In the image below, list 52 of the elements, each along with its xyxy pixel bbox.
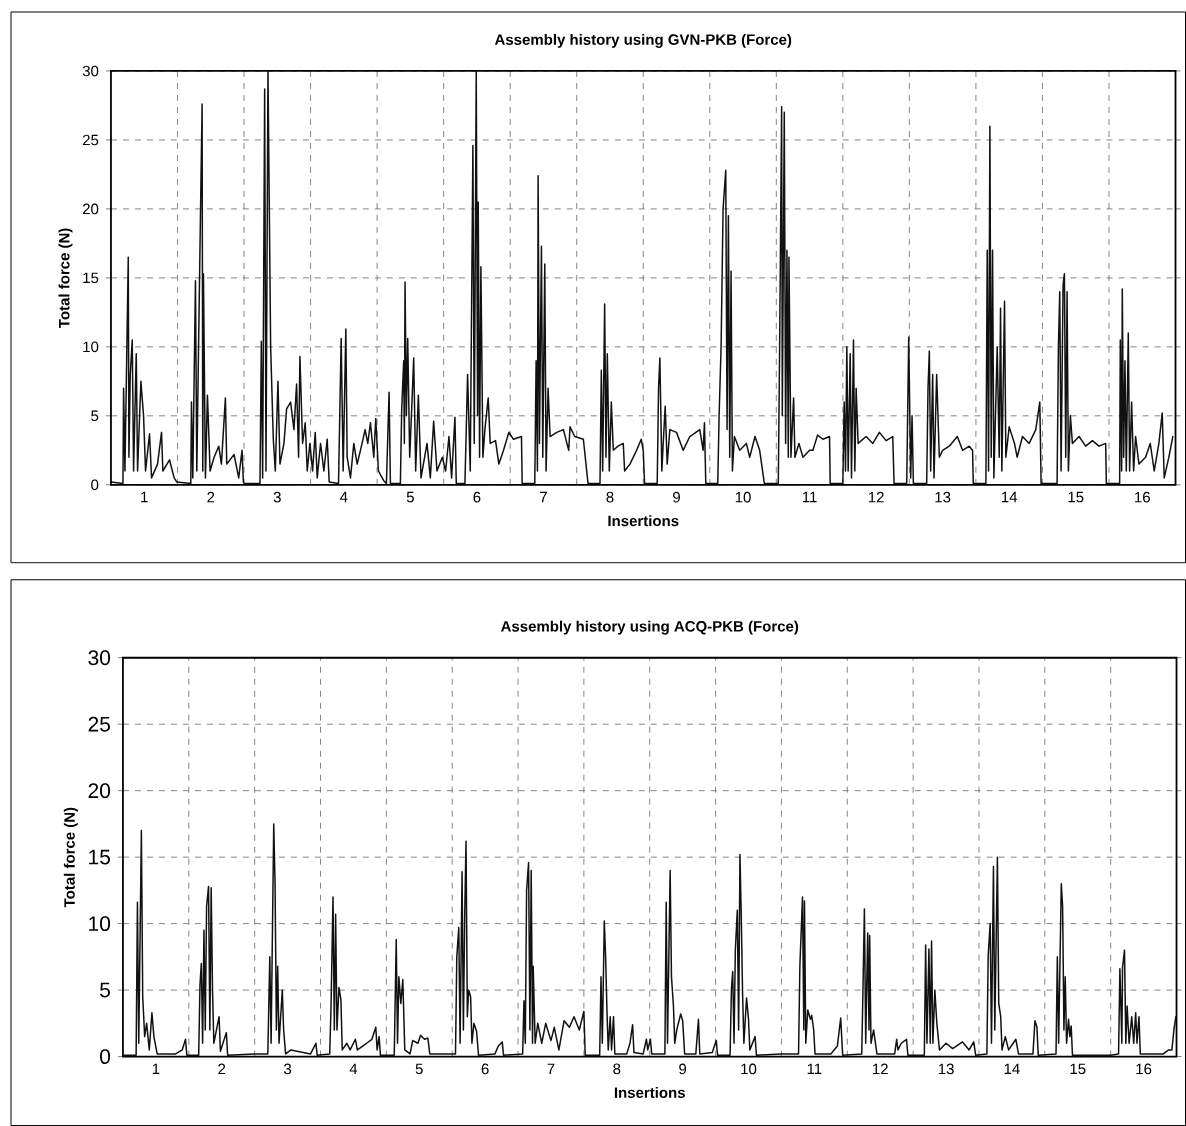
x-tick-label: 11 bbox=[802, 491, 817, 503]
x-tick-label: 10 bbox=[741, 1063, 757, 1075]
x-tick-label: 4 bbox=[349, 1063, 358, 1074]
x-axis-title: Insertions bbox=[608, 515, 679, 527]
x-tick-label: 5 bbox=[415, 1063, 423, 1075]
y-axis-title: Total force (N) bbox=[63, 807, 78, 908]
x-axis-title: Insertions bbox=[614, 1086, 685, 1098]
x-tick-label: 15 bbox=[1068, 491, 1084, 503]
x-tick-label: 2 bbox=[218, 1063, 226, 1075]
x-tick-label: 5 bbox=[406, 491, 414, 503]
x-tick-label: 1 bbox=[152, 1063, 160, 1074]
y-tick-label: 15 bbox=[89, 849, 110, 865]
x-tick-label: 6 bbox=[481, 1063, 489, 1075]
x-tick-label: 4 bbox=[340, 491, 348, 503]
y-tick-label: 30 bbox=[82, 65, 99, 77]
x-tick-label: 11 bbox=[807, 1063, 822, 1074]
y-tick-label: 20 bbox=[82, 203, 99, 215]
x-tick-label: 3 bbox=[273, 491, 281, 503]
y-tick-label: 0 bbox=[91, 479, 99, 491]
x-tick-label: 16 bbox=[1135, 491, 1150, 503]
x-tick-label: 15 bbox=[1070, 1063, 1086, 1075]
x-tick-label: 2 bbox=[207, 491, 215, 503]
y-tick-label: 5 bbox=[100, 982, 110, 998]
chart-title: Assembly history using GVN-PKB (Force) bbox=[494, 33, 792, 48]
y-tick-label: 30 bbox=[88, 650, 111, 666]
x-tick-label: 13 bbox=[938, 1063, 954, 1075]
x-tick-label: 9 bbox=[679, 1063, 687, 1075]
y-tick-label: 15 bbox=[83, 272, 99, 284]
y-tick-label: 25 bbox=[88, 716, 110, 732]
chart-title: Assembly history using ACQ-PKB (Force) bbox=[500, 620, 799, 635]
x-tick-label: 13 bbox=[935, 491, 951, 503]
x-tick-label: 14 bbox=[1001, 491, 1018, 503]
x-tick-label: 1 bbox=[141, 491, 148, 503]
x-tick-label: 3 bbox=[283, 1063, 292, 1075]
x-tick-label: 8 bbox=[606, 491, 614, 503]
x-tick-label: 8 bbox=[613, 1063, 621, 1075]
x-tick-label: 12 bbox=[872, 1063, 888, 1075]
y-tick-label: 25 bbox=[82, 134, 99, 146]
y-tick-label: 5 bbox=[91, 410, 99, 422]
x-tick-label: 7 bbox=[547, 1063, 555, 1074]
y-tick-label: 10 bbox=[89, 916, 111, 932]
x-tick-label: 16 bbox=[1136, 1063, 1152, 1075]
x-tick-label: 10 bbox=[735, 491, 751, 503]
x-tick-label: 9 bbox=[673, 491, 680, 503]
y-tick-label: 0 bbox=[100, 1049, 111, 1064]
y-tick-label: 10 bbox=[83, 341, 99, 353]
y-axis-title: Total force (N) bbox=[58, 228, 73, 328]
x-tick-label: 14 bbox=[1004, 1063, 1020, 1074]
x-tick-label: 6 bbox=[473, 491, 481, 503]
x-tick-label: 12 bbox=[868, 491, 884, 503]
y-tick-label: 20 bbox=[88, 783, 111, 799]
x-tick-label: 7 bbox=[540, 491, 547, 503]
